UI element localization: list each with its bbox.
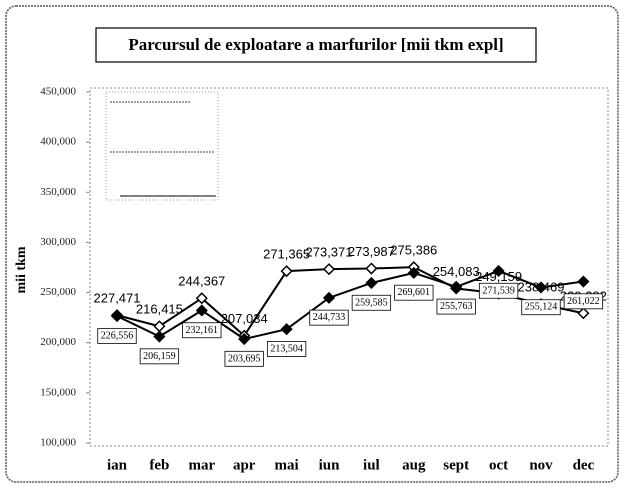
data-label-box bbox=[266, 341, 307, 357]
y-tick-label: 400,000 bbox=[40, 136, 76, 148]
data-label-box bbox=[478, 282, 519, 299]
data-label: 255,763 bbox=[440, 301, 473, 312]
series-line bbox=[116, 269, 584, 341]
data-label-box bbox=[351, 294, 392, 311]
data-label: 232,161 bbox=[186, 325, 219, 336]
chart-title: Parcursul de exploatare a marfurilor [mi… bbox=[128, 35, 503, 54]
data-label-box bbox=[224, 350, 264, 367]
x-tick-label: mar bbox=[188, 457, 215, 473]
data-label: 227,471 bbox=[94, 291, 141, 306]
y-tick-label: 100,000 bbox=[40, 437, 76, 449]
y-tick-label: 300,000 bbox=[40, 236, 76, 248]
x-tick-label: aug bbox=[402, 457, 426, 473]
data-point bbox=[110, 310, 124, 323]
y-axis-label: mii tkm bbox=[14, 246, 29, 293]
x-tick-label: iun bbox=[319, 457, 341, 473]
data-point bbox=[322, 263, 336, 276]
y-tick-label: 200,000 bbox=[40, 336, 76, 348]
data-point bbox=[322, 291, 336, 304]
data-label: 271,365 bbox=[263, 247, 310, 262]
data-label-box bbox=[97, 327, 137, 344]
data-point bbox=[577, 275, 590, 288]
data-point bbox=[195, 304, 208, 317]
data-point bbox=[365, 276, 378, 290]
data-point bbox=[365, 262, 378, 275]
data-point bbox=[407, 266, 420, 279]
x-tick-label: ian bbox=[107, 457, 128, 473]
x-tick-label: mai bbox=[275, 457, 299, 473]
data-label: 275,386 bbox=[390, 243, 437, 258]
data-label-box bbox=[139, 348, 180, 365]
data-label: 207,034 bbox=[221, 311, 268, 326]
data-point bbox=[195, 292, 208, 305]
x-tick-label: apr bbox=[233, 457, 256, 473]
data-label: 226,556 bbox=[101, 330, 134, 341]
data-point bbox=[153, 330, 166, 343]
data-label: 273,987 bbox=[348, 244, 395, 259]
x-tick-label: feb bbox=[149, 457, 169, 473]
data-label: 213,504 bbox=[270, 343, 303, 354]
data-label-box bbox=[182, 322, 222, 339]
data-label: 203,695 bbox=[228, 353, 261, 364]
data-label: 259,585 bbox=[355, 297, 388, 308]
data-label: 254,083 bbox=[433, 264, 480, 279]
data-label: 238,469 bbox=[518, 280, 565, 295]
y-tick-label: 250,000 bbox=[40, 286, 76, 298]
data-label-box bbox=[436, 298, 476, 315]
data-label: 273,371 bbox=[306, 245, 353, 260]
x-tick-label: iul bbox=[363, 457, 380, 473]
y-tick-label: 350,000 bbox=[40, 186, 76, 198]
data-label: 244,733 bbox=[313, 312, 346, 323]
x-tick-label: nov bbox=[529, 457, 553, 473]
title-box bbox=[95, 27, 537, 63]
data-point bbox=[238, 332, 251, 346]
y-tick-label: 150,000 bbox=[40, 386, 76, 398]
data-label: 269,601 bbox=[398, 287, 431, 298]
y-tick-label: 450,000 bbox=[40, 86, 76, 98]
data-label-box bbox=[309, 309, 349, 326]
data-point bbox=[492, 264, 505, 278]
data-point bbox=[450, 280, 463, 293]
data-label: 249,159 bbox=[475, 269, 522, 284]
data-label-box bbox=[394, 284, 434, 301]
data-point bbox=[577, 307, 590, 320]
legend bbox=[105, 91, 219, 201]
data-label-box bbox=[563, 293, 604, 310]
x-tick-label: sept bbox=[443, 457, 469, 473]
x-tick-label: dec bbox=[573, 457, 595, 473]
data-label: 271,539 bbox=[482, 285, 515, 296]
data-label: 255,124 bbox=[525, 302, 558, 313]
data-point bbox=[534, 281, 548, 294]
data-label: 206,159 bbox=[143, 351, 176, 362]
plot-area bbox=[89, 87, 609, 447]
data-label-box bbox=[521, 299, 561, 316]
data-point bbox=[280, 265, 293, 278]
data-label: 261,022 bbox=[567, 296, 600, 307]
data-label: 244,367 bbox=[178, 274, 225, 289]
x-tick-label: oct bbox=[489, 457, 508, 473]
data-point bbox=[280, 323, 293, 336]
data-label: 216,415 bbox=[136, 302, 183, 317]
